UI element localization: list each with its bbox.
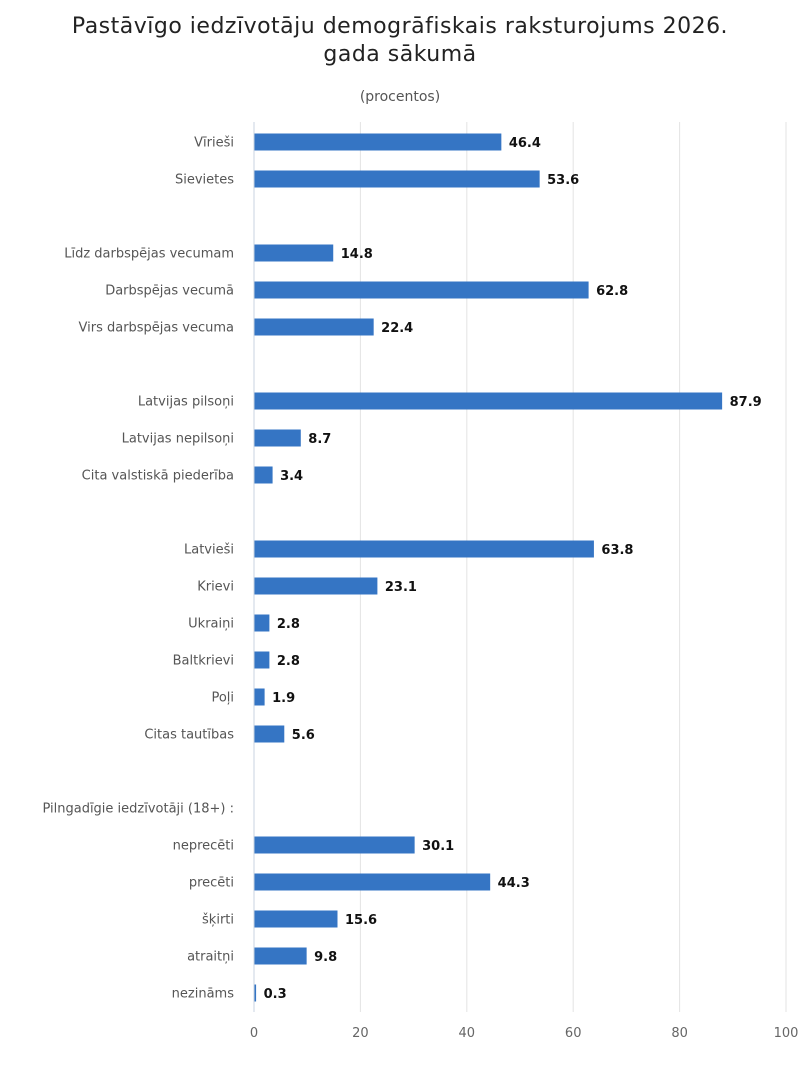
category-label: Latvijas nepilsoņi [122, 432, 234, 447]
bar [254, 133, 502, 151]
bar [254, 614, 270, 632]
data-label: 30.1 [422, 839, 454, 854]
bar [254, 910, 338, 928]
category-label: Darbspējas vecumā [105, 284, 234, 299]
data-label: 3.4 [280, 469, 303, 484]
bar [254, 873, 491, 891]
gridlines [253, 122, 787, 1012]
bar [254, 540, 594, 558]
category-label: atraitņi [187, 950, 234, 965]
category-label: Baltkrievi [173, 654, 234, 669]
data-label: 9.8 [314, 950, 337, 965]
bar [254, 688, 265, 706]
data-label: 0.3 [264, 987, 287, 1002]
x-tick-label: 100 [774, 1026, 799, 1041]
x-tick-label: 80 [671, 1026, 688, 1041]
x-axis-ticks: 0 20 40 60 80 100 [250, 1026, 799, 1041]
category-label: Līdz darbspējas vecumam [64, 247, 234, 262]
data-label: 5.6 [292, 728, 315, 743]
chart-title-line-1: Pastāvīgo iedzīvotāju demogrāfiskais rak… [72, 14, 728, 39]
bar [254, 984, 257, 1002]
bar [254, 244, 334, 262]
data-label: 14.8 [341, 247, 373, 262]
x-tick-label: 20 [352, 1026, 369, 1041]
data-label: 63.8 [601, 543, 633, 558]
data-labels: 46.4 53.6 14.8 62.8 22.4 87.9 8.7 3.4 63.8 23.1 2.… [264, 136, 762, 1002]
category-label: Sievietes [175, 173, 234, 188]
bar [254, 725, 285, 743]
category-label: šķirti [202, 913, 234, 928]
category-label: nezināms [172, 987, 235, 1002]
category-label: Poļi [211, 691, 234, 706]
bar [254, 170, 540, 188]
category-label: Citas tautības [144, 728, 234, 743]
category-label: Latvijas pilsoņi [138, 395, 234, 410]
data-label: 87.9 [730, 395, 762, 410]
data-label: 22.4 [381, 321, 413, 336]
data-label: 46.4 [509, 136, 541, 151]
category-label: Krievi [197, 580, 234, 595]
x-tick-label: 60 [565, 1026, 582, 1041]
category-label: Latvieši [184, 543, 234, 558]
bar [254, 318, 374, 336]
data-label: 62.8 [596, 284, 628, 299]
data-label: 1.9 [272, 691, 295, 706]
category-label: Vīrieši [194, 136, 234, 151]
category-label: Cita valstiskā piederība [82, 469, 234, 484]
data-label: 15.6 [345, 913, 377, 928]
data-label: 53.6 [547, 173, 579, 188]
data-label: 23.1 [385, 580, 417, 595]
chart-title-line-2: gada sākumā [323, 42, 476, 67]
data-label: 2.8 [277, 654, 300, 669]
data-label: 44.3 [498, 876, 530, 891]
bar [254, 466, 273, 484]
data-label: 8.7 [308, 432, 331, 447]
bars [254, 133, 723, 1002]
bar [254, 836, 415, 854]
x-tick-label: 0 [250, 1026, 258, 1041]
category-labels: Vīrieši Sievietes Līdz darbspējas vecumam D… [42, 136, 234, 1002]
x-tick-label: 40 [459, 1026, 476, 1041]
bar [254, 651, 270, 669]
category-label: Pilngadīgie iedzīvotāji (18+) : [42, 802, 234, 817]
category-label: Virs darbspējas vecuma [79, 321, 235, 336]
data-label: 2.8 [277, 617, 300, 632]
category-label: Ukraiņi [188, 617, 234, 632]
bar [254, 947, 307, 965]
bar [254, 577, 378, 595]
bar [254, 429, 301, 447]
bar [254, 392, 723, 410]
category-label: neprecēti [173, 839, 234, 854]
bar [254, 281, 589, 299]
chart-subtitle: (procentos) [360, 89, 440, 105]
category-label: precēti [189, 876, 234, 891]
